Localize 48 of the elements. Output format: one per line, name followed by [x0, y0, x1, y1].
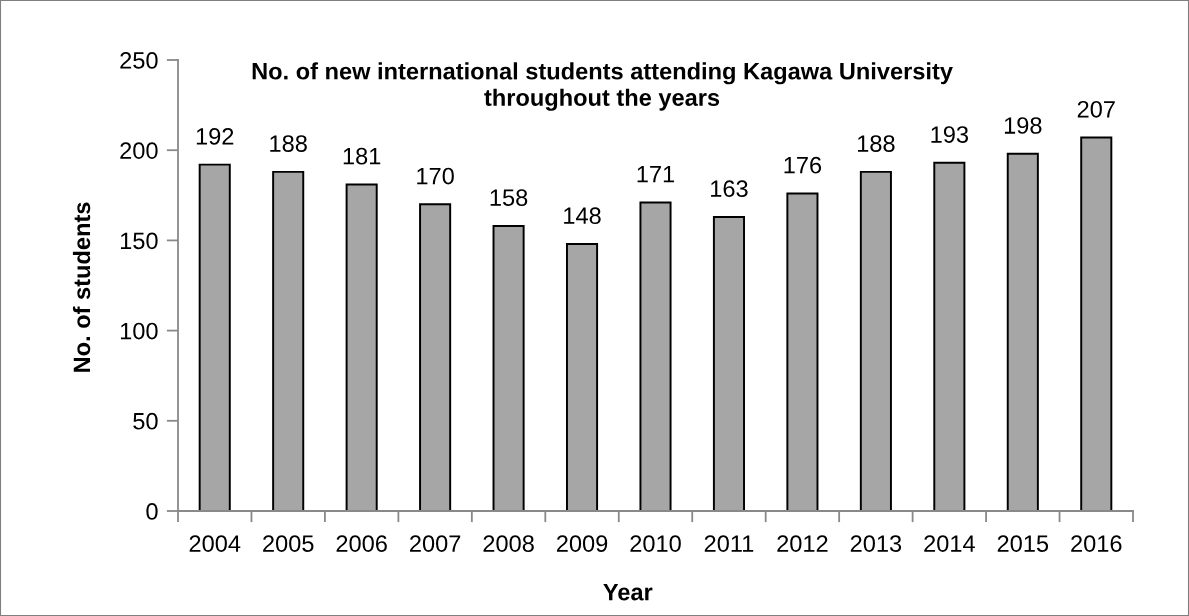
bar: [933, 161, 966, 511]
bar: [712, 215, 745, 511]
x-tick-label: 2011: [704, 535, 754, 552]
bar: [419, 203, 452, 511]
bar: [639, 201, 672, 511]
y-tick-label: 200: [120, 142, 158, 159]
bar: [859, 170, 892, 511]
data-label: 170: [417, 167, 454, 185]
x-tick-label: 2010: [630, 535, 681, 552]
x-axis-title: Year: [603, 584, 653, 601]
y-tick-label: 150: [120, 232, 158, 250]
y-tick-label: 250: [120, 52, 158, 69]
y-tick-label: 100: [120, 322, 158, 340]
data-label: 163: [711, 180, 748, 197]
data-label: 192: [196, 127, 234, 145]
data-label: 171: [637, 166, 675, 183]
data-label: 148: [564, 207, 601, 225]
data-label: 158: [490, 189, 528, 207]
x-tick-label: 2016: [1071, 535, 1122, 552]
x-tick-label: 2009: [556, 535, 608, 552]
text: No. of new international students attending Kagawa University throughout the years: [252, 62, 953, 111]
bar: [1080, 136, 1113, 511]
x-tick-label: 2007: [410, 535, 461, 552]
data-label: 188: [270, 135, 307, 152]
y-axis-title: No. of students: [72, 202, 91, 372]
x-tick-label: 2013: [850, 535, 902, 552]
bar: [492, 225, 525, 511]
bar: [1006, 152, 1039, 511]
bar: [566, 243, 599, 511]
bar: [345, 183, 378, 511]
data-label: 207: [1077, 100, 1115, 118]
y-tick-label: 50: [133, 412, 158, 430]
bar: [786, 192, 819, 511]
x-tick-label: 2006: [336, 535, 387, 552]
x-tick-label: 2004: [189, 535, 241, 552]
y-tick-label: 0: [146, 503, 158, 520]
bar: [198, 163, 231, 511]
x-tick-label: 2005: [263, 535, 314, 552]
data-label: 188: [857, 135, 895, 152]
data-label: 176: [784, 156, 822, 174]
data-label: 193: [931, 126, 969, 143]
x-tick-label: 2008: [483, 535, 534, 552]
x-tick-label: 2014: [924, 535, 975, 552]
x-tick-label: 2015: [997, 535, 1049, 552]
x-tick-label: 2012: [777, 535, 828, 552]
data-label: 198: [1004, 117, 1042, 134]
bar: [272, 170, 305, 511]
data-label: 181: [343, 147, 381, 165]
